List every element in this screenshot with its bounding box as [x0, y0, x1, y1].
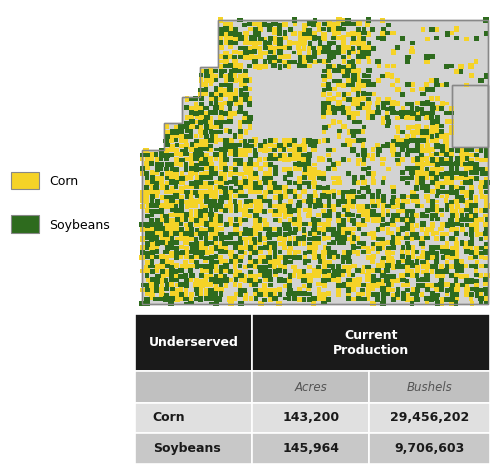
Polygon shape — [142, 20, 488, 303]
Bar — [370, 433, 490, 464]
Text: 29,456,202: 29,456,202 — [390, 411, 469, 424]
Bar — [252, 314, 490, 371]
Text: Bushels: Bushels — [407, 380, 453, 393]
Text: Soybeans: Soybeans — [49, 219, 110, 232]
Text: 143,200: 143,200 — [282, 411, 340, 424]
Bar — [370, 371, 490, 403]
Bar — [252, 403, 370, 433]
Bar — [252, 371, 370, 403]
Bar — [135, 403, 252, 433]
Bar — [252, 433, 370, 464]
Text: Soybeans: Soybeans — [153, 442, 220, 455]
Text: Corn: Corn — [49, 175, 78, 189]
Bar — [11, 172, 39, 189]
Text: Underserved: Underserved — [148, 336, 238, 349]
Bar — [135, 371, 252, 403]
Text: Acres: Acres — [294, 380, 327, 393]
Text: Corn: Corn — [153, 411, 186, 424]
Text: 9,706,603: 9,706,603 — [394, 442, 465, 455]
Bar — [135, 433, 252, 464]
Text: 145,964: 145,964 — [282, 442, 339, 455]
Bar — [135, 314, 252, 371]
Text: Current
Production: Current Production — [333, 329, 409, 357]
Bar — [11, 215, 39, 233]
Bar — [370, 403, 490, 433]
